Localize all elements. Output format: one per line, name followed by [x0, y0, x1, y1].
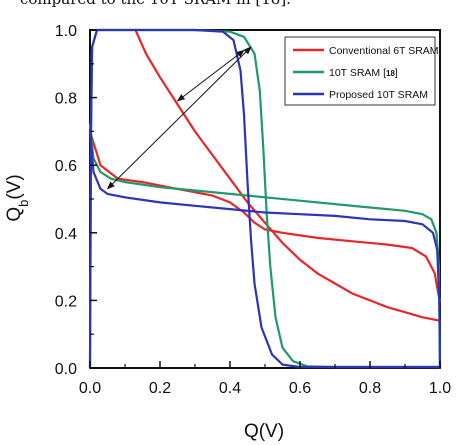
y-axis-title: Qb(V): [4, 174, 31, 221]
y-axis-title-main: Q: [4, 207, 25, 222]
chart-series-group: [88, 28, 442, 370]
x-axis-title: Q(V): [244, 421, 284, 442]
y-axis-title-sub: b: [16, 200, 31, 207]
y-tick-label: 0.6: [55, 158, 77, 175]
y-tick-label: 0.8: [55, 91, 77, 108]
axis-ticks: 0.0 0.2 0.4 0.6 0.8 1.0 0.0 0.2 0.4 0.6 0.8 1.0: [55, 23, 451, 397]
caption-fragment: compared to the 10T SRAM in [18].: [20, 0, 291, 8]
legend-label-10t-sram-ref: 18: [386, 69, 395, 78]
x-tick-label: 0.4: [219, 380, 241, 397]
double-arrow-annotation-2: [176, 49, 245, 102]
series-conventional-6t-sram-curve-2: [88, 130, 442, 302]
legend-label-proposed-10t: Proposed 10T SRAM: [329, 89, 428, 101]
y-tick-label: 0.2: [55, 293, 77, 310]
legend: Conventional 6T SRAM 10T SRAM [18] Propo…: [284, 36, 439, 106]
x-tick-label: 0.0: [79, 380, 101, 397]
x-tick-label: 0.6: [289, 380, 311, 397]
series-proposed-10t-sram-curve-1: [88, 130, 442, 370]
y-tick-label: 0.4: [55, 226, 77, 243]
y-tick-label: 1.0: [55, 23, 77, 40]
annotation-group: [106, 46, 252, 190]
legend-label-conventional-6t: Conventional 6T SRAM: [329, 45, 439, 57]
x-tick-label: 0.2: [149, 380, 171, 397]
x-tick-label: 0.8: [359, 380, 381, 397]
double-arrow-annotation-1: [106, 46, 252, 190]
legend-label-10t-sram-name: 10T SRAM: [329, 67, 380, 79]
legend-label-10t-sram: 10T SRAM [18]: [329, 67, 398, 79]
y-axis-title-unit: (V): [4, 174, 25, 199]
x-tick-label: 1.0: [429, 380, 451, 397]
y-tick-label: 0.0: [55, 361, 77, 378]
